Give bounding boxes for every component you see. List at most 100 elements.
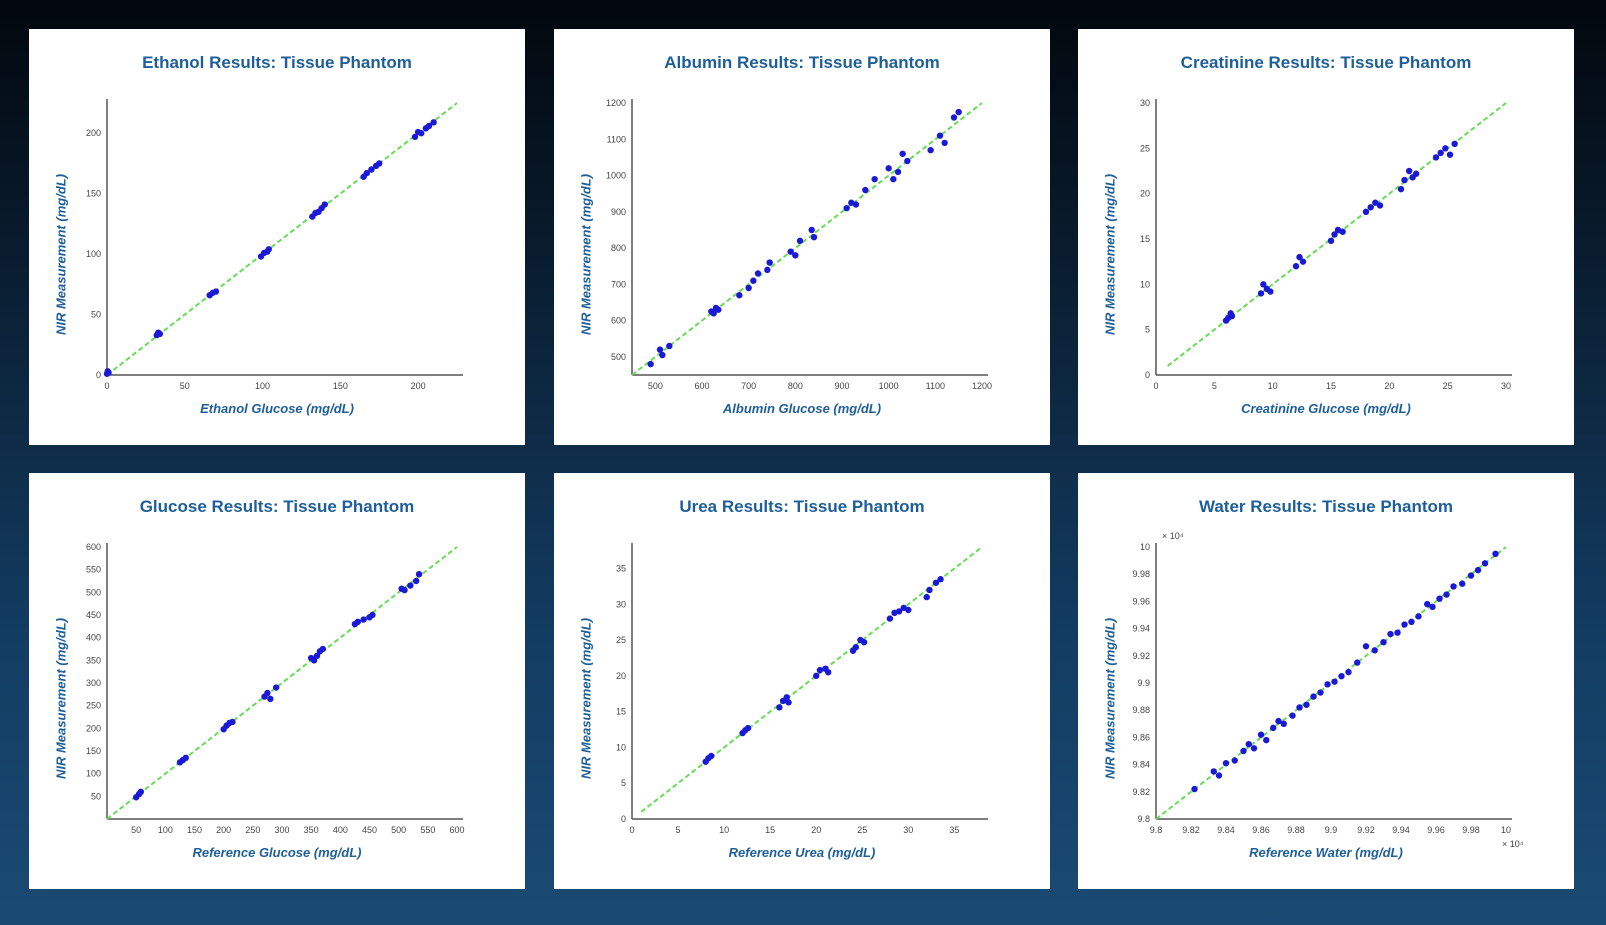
y-tick-label: 1100 xyxy=(607,134,626,144)
data-point xyxy=(1401,621,1408,628)
data-point xyxy=(810,233,818,241)
data-point xyxy=(890,175,897,183)
y-exponent-label: × 10⁴ xyxy=(1162,531,1184,541)
chart-svg-albumin: 500 600 700 800 900 1000 1100 1200 500 600 700 800 9… xyxy=(606,98,992,391)
x-tick-label: 900 xyxy=(834,381,849,391)
x-tick-label: 9.8 xyxy=(1150,825,1163,835)
data-point xyxy=(1257,290,1265,297)
data-point xyxy=(1331,231,1338,238)
data-point xyxy=(156,330,164,338)
data-point xyxy=(860,639,868,646)
fit-line xyxy=(640,546,983,813)
data-point xyxy=(852,201,860,208)
data-point xyxy=(1371,647,1378,654)
data-point xyxy=(1442,145,1449,152)
x-tick-label: 100 xyxy=(158,825,173,835)
data-point xyxy=(1467,572,1475,579)
y-tick-label: 100 xyxy=(86,769,101,779)
data-point xyxy=(1372,199,1379,206)
data-point xyxy=(1367,204,1374,211)
x-tick-label: 9.9 xyxy=(1325,825,1338,835)
data-point xyxy=(321,201,328,208)
y-tick-label: 600 xyxy=(611,316,626,326)
x-tick-label: 300 xyxy=(274,825,289,835)
x-tick-label: 600 xyxy=(449,825,464,835)
data-point xyxy=(1263,736,1270,744)
data-point xyxy=(1267,288,1274,295)
x-tick-label: 150 xyxy=(333,381,348,391)
chart-svg-water: 9.8 9.82 9.84 9.86 9.88 9.9 9.92 9.94 9.96 9.98 10… xyxy=(1132,531,1524,849)
data-point xyxy=(360,616,367,623)
data-point xyxy=(1296,253,1303,261)
y-tick-label: 9.92 xyxy=(1132,651,1150,661)
chart-panel-water: 9.8 9.82 9.84 9.86 9.88 9.9 9.92 9.94 9.96 9.98 10… xyxy=(1078,473,1574,889)
data-point xyxy=(368,166,375,173)
data-point xyxy=(1296,704,1303,711)
x-tick-label: 1000 xyxy=(879,381,899,391)
x-tick-label: 20 xyxy=(811,825,821,835)
x-tick-label: 150 xyxy=(187,825,202,835)
data-point xyxy=(871,175,878,183)
y-tick-label: 10 xyxy=(616,742,626,752)
y-tick-label: 550 xyxy=(86,565,101,575)
data-point xyxy=(1459,580,1466,587)
data-point xyxy=(1450,583,1457,590)
data-point xyxy=(936,132,944,139)
data-point xyxy=(267,695,274,703)
x-tick-label: 450 xyxy=(362,825,377,835)
y-tick-label: 450 xyxy=(86,610,101,620)
data-point xyxy=(363,169,370,177)
data-point xyxy=(401,586,408,594)
data-point xyxy=(926,586,933,594)
data-point xyxy=(886,615,894,622)
data-point xyxy=(894,168,902,176)
y-axis-label: NIR Measurement (mg/dL) xyxy=(1102,173,1118,336)
y-tick-label: 250 xyxy=(86,701,101,711)
data-point xyxy=(1387,630,1394,638)
data-point xyxy=(1240,747,1247,755)
y-axis-label: NIR Measurement (mg/dL) xyxy=(578,617,594,780)
data-point xyxy=(796,237,804,245)
x-tick-label: 400 xyxy=(333,825,348,835)
y-tick-label: 600 xyxy=(86,542,101,552)
data-point xyxy=(754,270,762,277)
data-point xyxy=(1222,760,1230,767)
data-point xyxy=(430,119,437,126)
data-point xyxy=(1270,724,1277,732)
data-point xyxy=(1310,693,1317,700)
x-tick-label: 1100 xyxy=(926,381,945,391)
y-tick-label: 10 xyxy=(1140,279,1150,289)
data-point xyxy=(1210,768,1217,775)
x-tick-label: 5 xyxy=(1212,381,1217,391)
data-point xyxy=(1354,659,1361,666)
data-point xyxy=(895,608,903,615)
y-tick-label: 150 xyxy=(86,746,101,756)
x-tick-label: 800 xyxy=(788,381,803,391)
data-point xyxy=(418,130,425,137)
x-exponent-label: × 10⁴ xyxy=(1502,839,1524,849)
data-point xyxy=(1424,600,1431,608)
data-point xyxy=(750,277,757,284)
chart-title: Ethanol Results: Tissue Phantom xyxy=(142,53,412,72)
data-point xyxy=(1231,757,1238,764)
x-axis-label: Reference Urea (mg/dL) xyxy=(728,845,876,860)
y-tick-label: 35 xyxy=(616,563,626,573)
data-point xyxy=(407,582,414,589)
data-point xyxy=(1228,312,1236,320)
y-tick-label: 100 xyxy=(86,249,101,259)
x-axis-label: Ethanol Glucose (mg/dL) xyxy=(200,401,354,416)
data-point xyxy=(666,342,673,350)
y-tick-label: 0 xyxy=(96,370,101,380)
data-point xyxy=(1436,595,1443,602)
chart-panel-creatinine: 0 5 10 15 20 25 30 0 5 10 15 20 25 30 Creatinine Resu… xyxy=(1078,29,1574,445)
x-tick-label: 0 xyxy=(1153,381,1158,391)
x-tick-label: 30 xyxy=(903,825,913,835)
x-axis-label: Reference Water (mg/dL) xyxy=(1249,845,1403,860)
x-tick-label: 9.88 xyxy=(1287,825,1305,835)
x-tick-label: 550 xyxy=(420,825,435,835)
data-point xyxy=(264,689,271,697)
data-point xyxy=(745,284,752,292)
y-tick-label: 700 xyxy=(611,279,626,289)
data-point xyxy=(1437,149,1444,157)
data-point xyxy=(736,292,743,299)
